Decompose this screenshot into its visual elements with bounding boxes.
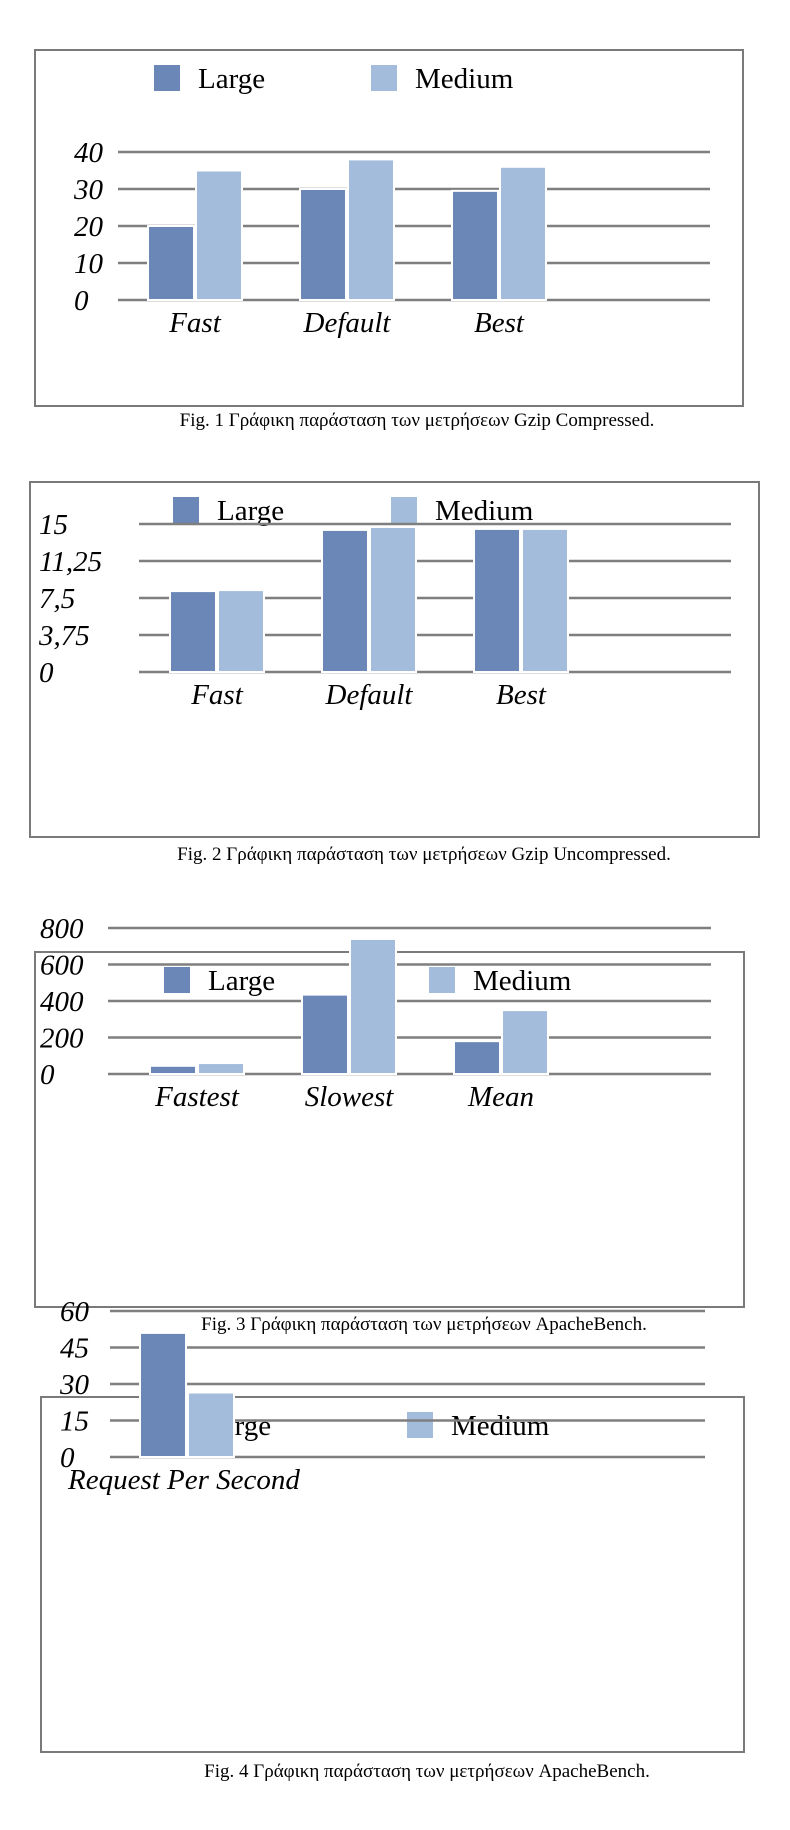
legend-label-large: Large	[208, 965, 275, 997]
y-tick-label: 11,25	[39, 546, 102, 578]
bar-request-per-second-large	[139, 1331, 187, 1458]
legend-label-medium: Medium	[415, 63, 514, 95]
y-tick-label: 3,75	[38, 620, 90, 652]
bar-slowest-medium	[349, 937, 397, 1076]
y-tick-label: 15	[39, 509, 68, 541]
y-tick-label: 200	[40, 1023, 84, 1055]
y-tick-label: 600	[40, 950, 84, 982]
y-tick-label: 60	[60, 1296, 90, 1328]
category-label: Best	[474, 307, 525, 339]
bar-request-per-second-medium	[187, 1391, 235, 1458]
category-label: Default	[325, 679, 414, 711]
bar-mean-medium	[501, 1009, 549, 1075]
bar-default-medium	[369, 525, 417, 673]
bar-fast-medium	[195, 169, 243, 301]
legend-label-medium: Medium	[435, 495, 534, 527]
chart-2-svg: Large Medium 0 3,75 7,5 11,25 15 Fast Default Bes…	[38, 495, 731, 711]
legend-swatch-medium	[391, 497, 417, 523]
y-tick-label: 10	[74, 248, 104, 280]
category-label: Default	[303, 307, 392, 339]
legend-swatch-large	[164, 967, 190, 993]
bar-fastest-large	[149, 1064, 197, 1075]
chart-1-svg: Large Medium 0 10 20 30 40 Fast Default Best	[73, 63, 710, 339]
chart-1-caption: Fig. 1 Γράφικη παράσταση των μετρήσεων G…	[179, 410, 655, 431]
legend-swatch-large	[154, 65, 180, 91]
y-tick-label: 800	[40, 913, 84, 945]
chart-1: Large Medium 0 10 20 30 40 Fast Default Best	[34, 49, 744, 407]
bar-fastest-medium	[197, 1062, 245, 1076]
legend-label-medium: Medium	[473, 965, 572, 997]
chart-3-svg: Large Medium 0 200 400 600 800 Fastest Slowest Me…	[40, 913, 711, 1113]
category-label: Fast	[168, 307, 222, 339]
y-tick-label: 0	[60, 1442, 75, 1474]
chart-2: Large Medium 0 3,75 7,5 11,25 15 Fast Default Bes…	[29, 481, 760, 838]
y-tick-label: 45	[60, 1333, 89, 1365]
bar-fast-large	[147, 225, 195, 301]
category-label: Slowest	[305, 1081, 395, 1113]
legend-swatch-medium	[371, 65, 397, 91]
bar-default-large	[299, 188, 347, 301]
chart-3-caption: Fig. 3 Γράφικη παράσταση των μετρήσεων A…	[201, 1314, 647, 1335]
legend-swatch-medium	[429, 967, 455, 993]
bar-slowest-large	[301, 993, 349, 1075]
chart-3: Large Medium 0 200 400 600 800 Fastest Slowest Me…	[34, 913, 745, 1308]
bar-best-large	[473, 527, 521, 673]
chart-4-caption: Fig. 4 Γράφικη παράσταση των μετρήσεων A…	[204, 1761, 650, 1782]
legend-label-large: Large	[217, 495, 284, 527]
y-tick-label: 0	[74, 285, 89, 317]
bar-fast-large	[169, 590, 217, 673]
legend-label-medium: Medium	[451, 1410, 550, 1442]
category-label: Fast	[190, 679, 244, 711]
y-tick-label: 7,5	[39, 583, 75, 615]
bar-default-large	[321, 528, 369, 673]
y-tick-label: 30	[59, 1369, 90, 1401]
category-label: Best	[496, 679, 547, 711]
legend-swatch-medium	[407, 1412, 433, 1438]
chart-2-caption: Fig. 2 Γράφικη παράσταση των μετρήσεων G…	[177, 844, 671, 865]
y-tick-label: 20	[74, 211, 104, 243]
y-tick-label: 0	[40, 1059, 55, 1091]
category-label: Fastest	[154, 1081, 240, 1113]
bar-best-medium	[499, 165, 547, 301]
bar-best-large	[451, 189, 499, 302]
bar-mean-large	[453, 1040, 501, 1075]
y-tick-label: 30	[73, 174, 104, 206]
category-label: Mean	[467, 1081, 534, 1113]
bar-default-medium	[347, 158, 395, 302]
chart-4: Large Medium 0 15 30 45 60 Request Per Second	[40, 1296, 745, 1753]
y-tick-label: 40	[74, 137, 104, 169]
y-tick-label: 15	[60, 1406, 89, 1438]
category-label: Request Per Second	[67, 1464, 300, 1496]
y-tick-label: 400	[40, 986, 84, 1018]
bar-fast-medium	[217, 589, 265, 673]
legend-swatch-large	[173, 497, 199, 523]
y-tick-label: 0	[39, 657, 54, 689]
bar-best-medium	[521, 527, 569, 673]
legend-label-large: Large	[198, 63, 265, 95]
